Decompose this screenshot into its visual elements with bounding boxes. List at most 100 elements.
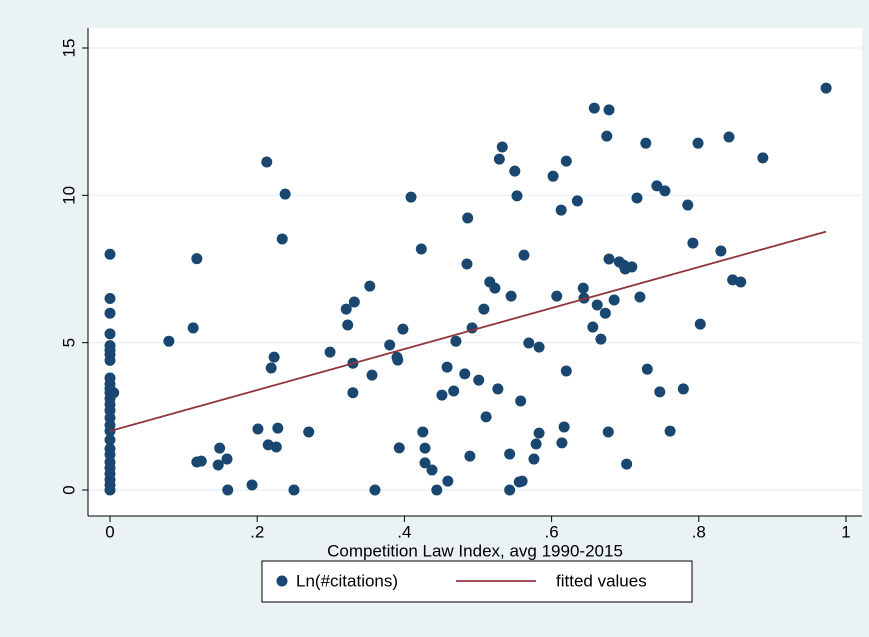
point — [270, 441, 282, 453]
point — [448, 385, 460, 397]
point — [715, 245, 727, 257]
point — [214, 442, 226, 454]
x-tick-label: .2 — [250, 522, 264, 541]
point — [426, 464, 438, 476]
y-tick-label: 10 — [59, 186, 78, 205]
point — [820, 82, 832, 94]
point — [556, 437, 568, 449]
point — [436, 389, 448, 401]
point — [461, 258, 473, 270]
x-tick-label: .8 — [692, 522, 706, 541]
point — [252, 423, 264, 435]
point — [504, 484, 516, 496]
point — [555, 204, 567, 216]
point — [104, 434, 116, 446]
point — [246, 479, 258, 491]
point — [682, 199, 694, 211]
point — [621, 458, 633, 470]
point — [489, 282, 501, 294]
point — [560, 365, 572, 377]
point — [602, 426, 614, 438]
point — [369, 484, 381, 496]
point — [511, 190, 523, 202]
point — [366, 369, 378, 381]
point — [348, 296, 360, 308]
point — [518, 249, 530, 261]
point — [651, 180, 663, 192]
point — [104, 248, 116, 260]
point — [577, 282, 589, 294]
point — [631, 192, 643, 204]
point — [723, 131, 735, 143]
point — [419, 457, 431, 469]
y-tick-label: 15 — [59, 39, 78, 58]
point — [626, 261, 638, 273]
point — [347, 387, 359, 399]
point — [599, 307, 611, 319]
point — [692, 137, 704, 149]
point — [384, 339, 396, 351]
point — [496, 141, 508, 153]
point — [480, 411, 492, 423]
point — [551, 290, 563, 302]
point — [104, 354, 116, 366]
point — [654, 386, 666, 398]
point — [473, 374, 485, 386]
point — [571, 195, 583, 207]
point — [195, 455, 207, 467]
x-tick-label: 0 — [105, 522, 114, 541]
point — [108, 387, 120, 399]
point — [191, 253, 203, 265]
point — [493, 153, 505, 165]
point — [533, 341, 545, 353]
point — [397, 323, 409, 335]
x-tick-label: .6 — [545, 522, 559, 541]
point — [364, 280, 376, 292]
point — [187, 322, 199, 334]
point — [288, 484, 300, 496]
point — [587, 321, 599, 333]
point — [634, 291, 646, 303]
point — [601, 130, 613, 142]
fit-line — [109, 230, 827, 432]
point — [340, 303, 352, 315]
point — [431, 484, 443, 496]
y-tick-label: 5 — [59, 338, 78, 347]
point — [603, 104, 615, 116]
point — [415, 243, 427, 255]
legend-label: Ln(#citations) — [296, 571, 398, 590]
point — [588, 102, 600, 114]
point — [212, 459, 224, 471]
point — [324, 346, 336, 358]
plot-area — [88, 28, 862, 516]
point — [261, 156, 273, 168]
point — [303, 426, 315, 438]
point — [222, 484, 234, 496]
point — [694, 318, 706, 330]
point — [272, 422, 284, 434]
point — [104, 328, 116, 340]
point — [523, 337, 535, 349]
point — [664, 425, 676, 437]
point — [104, 307, 116, 319]
legend-marker — [276, 575, 288, 587]
point — [478, 303, 490, 315]
point — [462, 212, 474, 224]
point — [393, 442, 405, 454]
x-tick-label: .4 — [397, 522, 411, 541]
point — [450, 335, 462, 347]
point — [608, 294, 620, 306]
point — [221, 453, 233, 465]
point — [342, 319, 354, 331]
point — [405, 191, 417, 203]
point — [757, 152, 769, 164]
point — [516, 475, 528, 487]
point — [268, 351, 280, 363]
point — [640, 137, 652, 149]
y-tick-label: 0 — [59, 485, 78, 494]
point — [505, 290, 517, 302]
point — [392, 354, 404, 366]
point — [104, 484, 116, 496]
